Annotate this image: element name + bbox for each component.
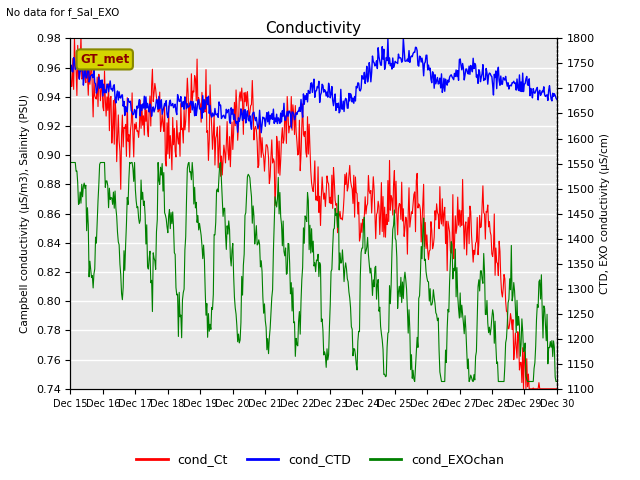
cond_Ct <box>287 94 295 99</box>
cond_EXOchan <box>433 318 441 324</box>
cond_CTD <box>399 36 407 41</box>
Text: No data for f_Sal_EXO: No data for f_Sal_EXO <box>6 7 120 18</box>
cond_CTD <box>354 80 362 86</box>
cond_Ct <box>67 62 74 68</box>
Text: GT_met: GT_met <box>80 53 129 66</box>
cond_EXOchan <box>392 235 399 241</box>
cond_CTD <box>152 97 160 103</box>
cond_EXOchan <box>287 291 294 297</box>
cond_EXOchan <box>353 367 361 373</box>
cond_EXOchan <box>411 379 419 384</box>
Line: cond_CTD: cond_CTD <box>70 38 557 133</box>
cond_CTD <box>257 130 265 136</box>
cond_CTD <box>191 101 199 107</box>
cond_EXOchan <box>67 160 74 166</box>
Legend: cond_Ct, cond_CTD, cond_EXOchan: cond_Ct, cond_CTD, cond_EXOchan <box>131 448 509 471</box>
cond_EXOchan <box>553 379 561 384</box>
cond_Ct <box>520 386 527 392</box>
cond_Ct <box>433 210 441 216</box>
Y-axis label: CTD, EXO conductivity (μS/cm): CTD, EXO conductivity (μS/cm) <box>600 133 610 294</box>
cond_CTD <box>287 125 295 131</box>
cond_EXOchan <box>152 229 160 235</box>
cond_Ct <box>354 211 362 217</box>
Line: cond_EXOchan: cond_EXOchan <box>70 163 557 382</box>
cond_CTD <box>553 96 561 102</box>
cond_Ct <box>154 98 161 104</box>
Title: Conductivity: Conductivity <box>266 21 362 36</box>
cond_Ct <box>193 98 200 104</box>
cond_Ct <box>553 386 561 392</box>
cond_CTD <box>67 66 74 72</box>
cond_EXOchan <box>191 205 199 211</box>
cond_CTD <box>392 60 400 65</box>
cond_CTD <box>435 81 442 87</box>
Y-axis label: Campbell conductivity (μS/m3), Salinity (PSU): Campbell conductivity (μS/m3), Salinity … <box>20 94 30 333</box>
cond_Ct <box>77 32 84 38</box>
Line: cond_Ct: cond_Ct <box>70 35 557 389</box>
cond_Ct <box>392 179 400 184</box>
